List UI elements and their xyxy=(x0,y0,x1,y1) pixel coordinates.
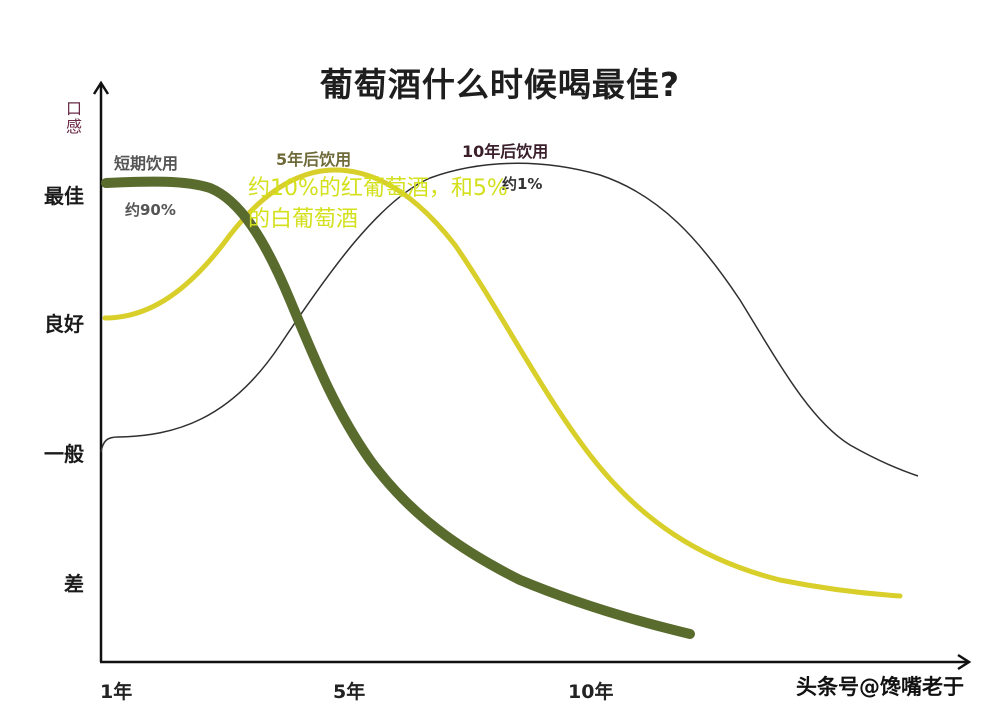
y-tick-average: 一般 xyxy=(44,442,84,466)
chart-title: 葡萄酒什么时候喝最佳? xyxy=(319,65,681,104)
series-5-year-label: 5年后饮用 xyxy=(276,150,352,169)
series-5-year-curve xyxy=(102,167,903,599)
series-short-term-curve xyxy=(101,176,695,639)
x-tick-1-year: 1年 xyxy=(100,681,133,703)
y-tick-poor: 差 xyxy=(64,572,84,596)
series-10-year-curve xyxy=(100,162,919,477)
series-short-term-share: 约90% xyxy=(125,201,176,219)
y-axis-arrow-icon xyxy=(92,80,110,95)
series-10-year-label: 10年后饮用 xyxy=(462,142,549,161)
series-10-year-share: 约1% xyxy=(502,175,543,193)
x-tick-10-year: 10年 xyxy=(568,681,614,703)
overlay-annotation: 约10%的红葡萄酒，和5%的白葡萄酒 xyxy=(248,176,508,232)
x-tick-5-year: 5年 xyxy=(333,681,366,703)
watermark: 头条号@馋嘴老于 xyxy=(796,675,964,699)
y-axis-label: 口感 xyxy=(65,99,82,136)
y-tick-best: 最佳 xyxy=(44,184,84,208)
y-tick-good: 良好 xyxy=(44,312,84,336)
x-axis-arrow-icon xyxy=(957,653,972,671)
series-short-term-label: 短期饮用 xyxy=(114,154,179,173)
